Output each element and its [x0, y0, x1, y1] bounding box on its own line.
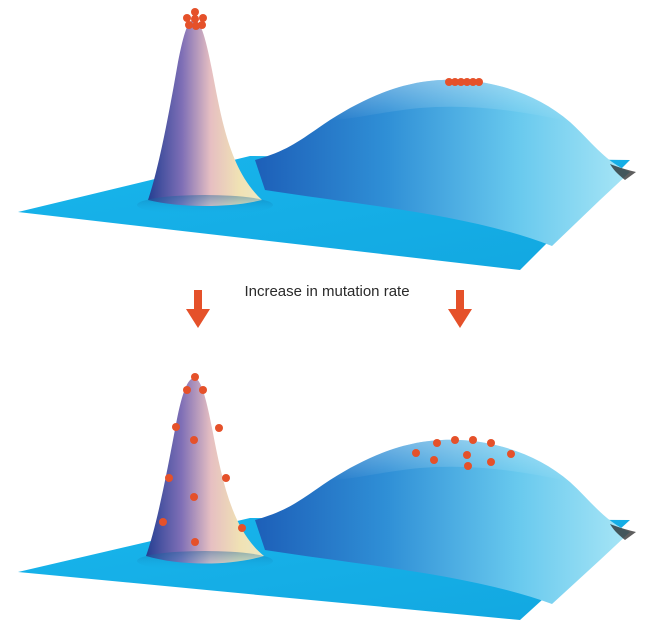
individual-dot	[172, 423, 180, 431]
down-arrow-icon	[186, 290, 210, 328]
individual-dot	[412, 449, 420, 457]
individual-dot	[463, 78, 471, 86]
individual-dot	[451, 78, 459, 86]
individual-dot	[464, 462, 472, 470]
individual-dot	[487, 458, 495, 466]
individual-dot	[165, 474, 173, 482]
individual-dot	[190, 436, 198, 444]
individual-dot	[469, 78, 477, 86]
individual-dot	[463, 451, 471, 459]
broad-fitness-peak	[255, 79, 630, 246]
individual-dot	[191, 15, 199, 23]
individual-dot	[451, 436, 459, 444]
landscape-before	[18, 20, 636, 270]
narrow-fitness-peak	[146, 378, 264, 564]
individual-dot	[222, 474, 230, 482]
individual-dot	[191, 8, 199, 16]
individual-dot	[433, 439, 441, 447]
individual-dot	[185, 21, 193, 29]
individual-dot	[198, 21, 206, 29]
landscape-after	[18, 378, 636, 620]
individual-dot	[487, 439, 495, 447]
individual-dot	[199, 386, 207, 394]
individual-dot	[183, 14, 191, 22]
narrow-fitness-peak	[148, 20, 262, 206]
individual-dot	[445, 78, 453, 86]
individual-dot	[507, 450, 515, 458]
individual-dot	[430, 456, 438, 464]
individual-dot	[190, 493, 198, 501]
population-before	[183, 8, 483, 86]
individual-dot	[191, 373, 199, 381]
individual-dot	[191, 538, 199, 546]
individual-dot	[457, 78, 465, 86]
individual-dot	[183, 386, 191, 394]
individual-dot	[192, 22, 200, 30]
individual-dot	[238, 524, 246, 532]
individual-dot	[215, 424, 223, 432]
broad-fitness-peak	[255, 439, 630, 604]
population-after	[159, 373, 515, 546]
individual-dot	[159, 518, 167, 526]
individual-dot	[475, 78, 483, 86]
mutation-rate-caption: Increase in mutation rate	[244, 283, 410, 300]
individual-dot	[199, 14, 207, 22]
down-arrow-icon	[448, 290, 472, 328]
individual-dot	[469, 436, 477, 444]
